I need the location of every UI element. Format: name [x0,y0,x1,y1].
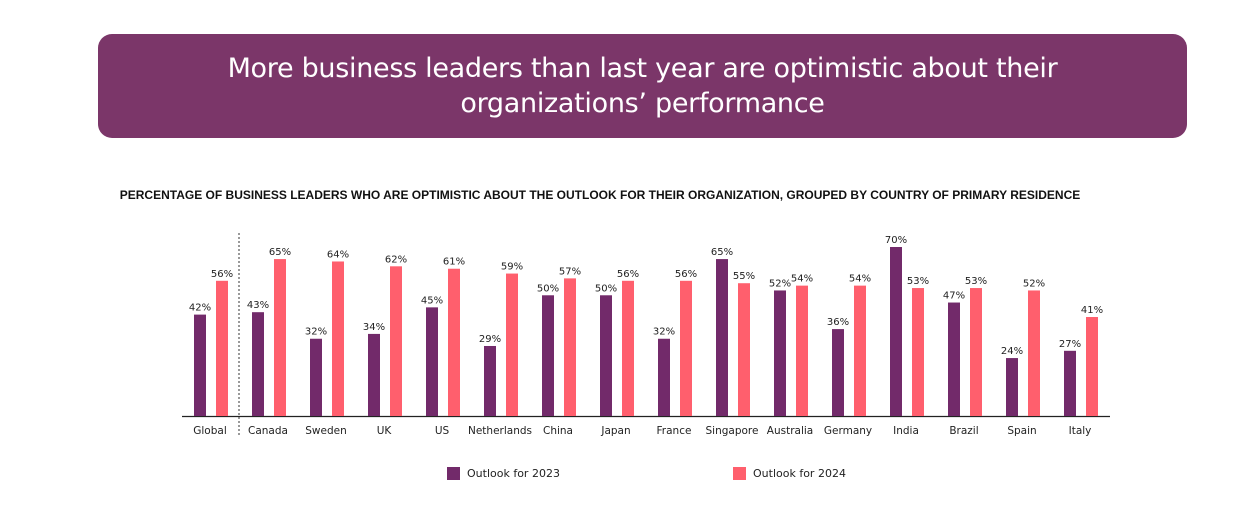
data-label-singapore-2024: 55% [733,271,755,282]
x-tick-label-germany: Germany [824,425,872,437]
bar-china-2023 [542,295,554,416]
legend-label-2023: Outlook for 2023 [467,467,560,480]
data-label-germany-2023: 36% [827,317,849,328]
data-label-australia-2024: 54% [791,274,813,285]
data-label-brazil-2023: 47% [943,291,965,302]
data-label-sweden-2024: 64% [327,249,349,260]
bar-sweden-2024 [332,261,344,416]
bar-singapore-2024 [738,283,750,416]
bar-italy-2024 [1086,317,1098,416]
bar-brazil-2024 [970,288,982,416]
x-tick-label-netherlands: Netherlands [468,425,532,437]
data-label-japan-2023: 50% [595,283,617,294]
bar-us-2024 [448,268,460,416]
data-label-italy-2024: 41% [1081,305,1103,316]
x-tick-label-brazil: Brazil [949,425,978,437]
chart-title: PERCENTAGE OF BUSINESS LEADERS WHO ARE O… [119,188,1081,202]
bar-france-2024 [680,280,692,416]
data-label-spain-2023: 24% [1001,346,1023,357]
data-label-netherlands-2023: 29% [479,334,501,345]
bar-brazil-2023 [948,302,960,416]
data-label-japan-2024: 56% [617,269,639,280]
x-tick-label-canada: Canada [248,425,288,437]
x-tick-label-china: China [543,425,573,437]
bar-spain-2023 [1006,358,1018,416]
page-title: More business leaders than last year are… [227,53,1058,119]
data-label-india-2024: 53% [907,276,929,287]
x-tick-label-spain: Spain [1007,425,1036,437]
bar-india-2023 [890,247,902,416]
data-label-china-2024: 57% [559,266,581,277]
x-tick-label-france: France [657,425,692,437]
bar-australia-2023 [774,290,786,416]
bar-global-2024 [216,280,228,416]
x-tick-label-italy: Italy [1069,425,1092,437]
x-tick-label-australia: Australia [767,425,813,437]
data-label-canada-2024: 65% [269,247,291,258]
bar-netherlands-2023 [484,345,496,416]
bar-sweden-2023 [310,338,322,416]
data-label-china-2023: 50% [537,283,559,294]
data-label-italy-2023: 27% [1059,339,1081,350]
x-tick-label-japan: Japan [600,425,630,437]
data-label-us-2023: 45% [421,295,443,306]
data-label-france-2024: 56% [675,269,697,280]
data-label-global-2023: 42% [189,303,211,314]
bar-uk-2023 [368,333,380,416]
data-label-global-2024: 56% [211,269,233,280]
bar-italy-2023 [1064,350,1076,416]
bar-india-2024 [912,288,924,416]
data-label-india-2023: 70% [885,235,907,246]
legend-label-2024: Outlook for 2024 [753,467,846,480]
bar-uk-2024 [390,266,402,416]
x-tick-label-sweden: Sweden [305,425,347,437]
bar-china-2024 [564,278,576,416]
data-label-sweden-2023: 32% [305,327,327,338]
bar-canada-2024 [274,259,286,416]
bar-japan-2024 [622,280,634,416]
title-banner: More business leaders than last year are… [98,34,1187,138]
data-label-canada-2023: 43% [247,300,269,311]
legend-swatch-2024 [733,467,746,480]
bar-germany-2023 [832,329,844,416]
bar-netherlands-2024 [506,273,518,416]
legend-swatch-2023 [447,467,460,480]
data-label-singapore-2023: 65% [711,247,733,258]
bar-australia-2024 [796,285,808,416]
data-label-brazil-2024: 53% [965,276,987,287]
legend-item-2024: Outlook for 2024 [733,467,846,480]
bar-japan-2023 [600,295,612,416]
bar-spain-2024 [1028,290,1040,416]
x-tick-label-uk: UK [377,425,393,437]
data-label-uk-2024: 62% [385,254,407,265]
bar-us-2023 [426,307,438,416]
bar-france-2023 [658,338,670,416]
x-tick-label-global: Global [193,425,227,437]
bar-canada-2023 [252,312,264,416]
x-tick-label-singapore: Singapore [706,425,759,437]
x-tick-label-us: US [435,425,450,437]
data-label-australia-2023: 52% [769,278,791,289]
data-label-us-2024: 61% [443,257,465,268]
bar-singapore-2023 [716,259,728,416]
data-label-spain-2024: 52% [1023,278,1045,289]
data-label-germany-2024: 54% [849,274,871,285]
bar-global-2023 [194,314,206,416]
data-label-netherlands-2024: 59% [501,262,523,273]
x-tick-label-india: India [893,425,919,437]
bar-germany-2024 [854,285,866,416]
data-label-uk-2023: 34% [363,322,385,333]
data-label-france-2023: 32% [653,327,675,338]
legend-item-2023: Outlook for 2023 [447,467,560,480]
